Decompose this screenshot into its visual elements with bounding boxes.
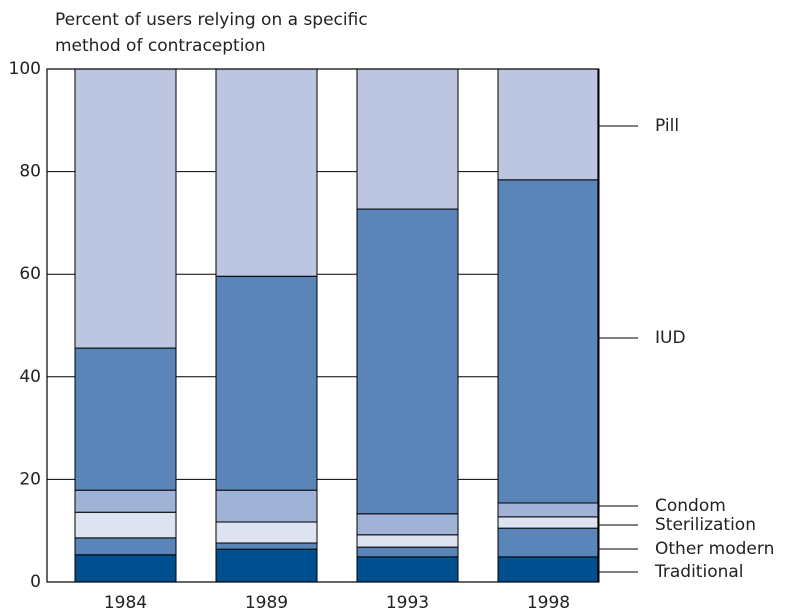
- y-tick-label: 80: [19, 162, 41, 182]
- bar-segment: [356, 208, 459, 515]
- legend-label: Condom: [655, 496, 726, 516]
- bar-segment: [356, 534, 459, 548]
- x-tick-label: 1984: [104, 593, 147, 612]
- legend-label: Sterilization: [655, 515, 756, 535]
- y-tick-label: 0: [30, 572, 41, 592]
- legend-label: Traditional: [654, 562, 744, 582]
- y-tick-label: 60: [19, 264, 41, 284]
- bar-segment: [497, 68, 600, 181]
- bar-segment: [74, 347, 177, 491]
- bar-segment: [497, 179, 600, 504]
- bar-segment: [356, 546, 459, 558]
- y-tick-label: 40: [19, 367, 41, 387]
- x-tick-label: 1993: [386, 593, 429, 612]
- bar-segment: [497, 527, 600, 558]
- chart-title: Percent of users relying on a specific: [55, 10, 368, 30]
- bar-segment: [215, 489, 318, 523]
- x-tick-label: 1989: [245, 593, 288, 612]
- legend-label: Other modern: [655, 539, 774, 559]
- plot-frame: [46, 68, 599, 583]
- y-tick-label: 100: [9, 59, 41, 79]
- bar-segment: [215, 521, 318, 544]
- bar-segment: [356, 513, 459, 536]
- bar-segment: [497, 516, 600, 529]
- bar-segment: [215, 548, 318, 583]
- y-tick-label: 20: [19, 469, 41, 489]
- bar-segment: [215, 275, 318, 491]
- bar-segment: [497, 502, 600, 518]
- x-tick-label: 1998: [527, 593, 570, 612]
- bar-segment: [74, 537, 177, 556]
- bar-segment: [74, 68, 177, 349]
- legend-label: Pill: [655, 116, 679, 136]
- legend-label: IUD: [655, 328, 686, 348]
- bar-segment: [74, 554, 177, 583]
- bar-segment: [356, 556, 459, 583]
- bar-segment: [497, 556, 600, 583]
- bar-segment: [215, 542, 318, 550]
- bar-segment: [74, 489, 177, 513]
- bar-segment: [74, 511, 177, 539]
- chart-title: method of contraception: [55, 36, 266, 56]
- bar-segment: [215, 68, 318, 277]
- bar-segment: [356, 68, 459, 210]
